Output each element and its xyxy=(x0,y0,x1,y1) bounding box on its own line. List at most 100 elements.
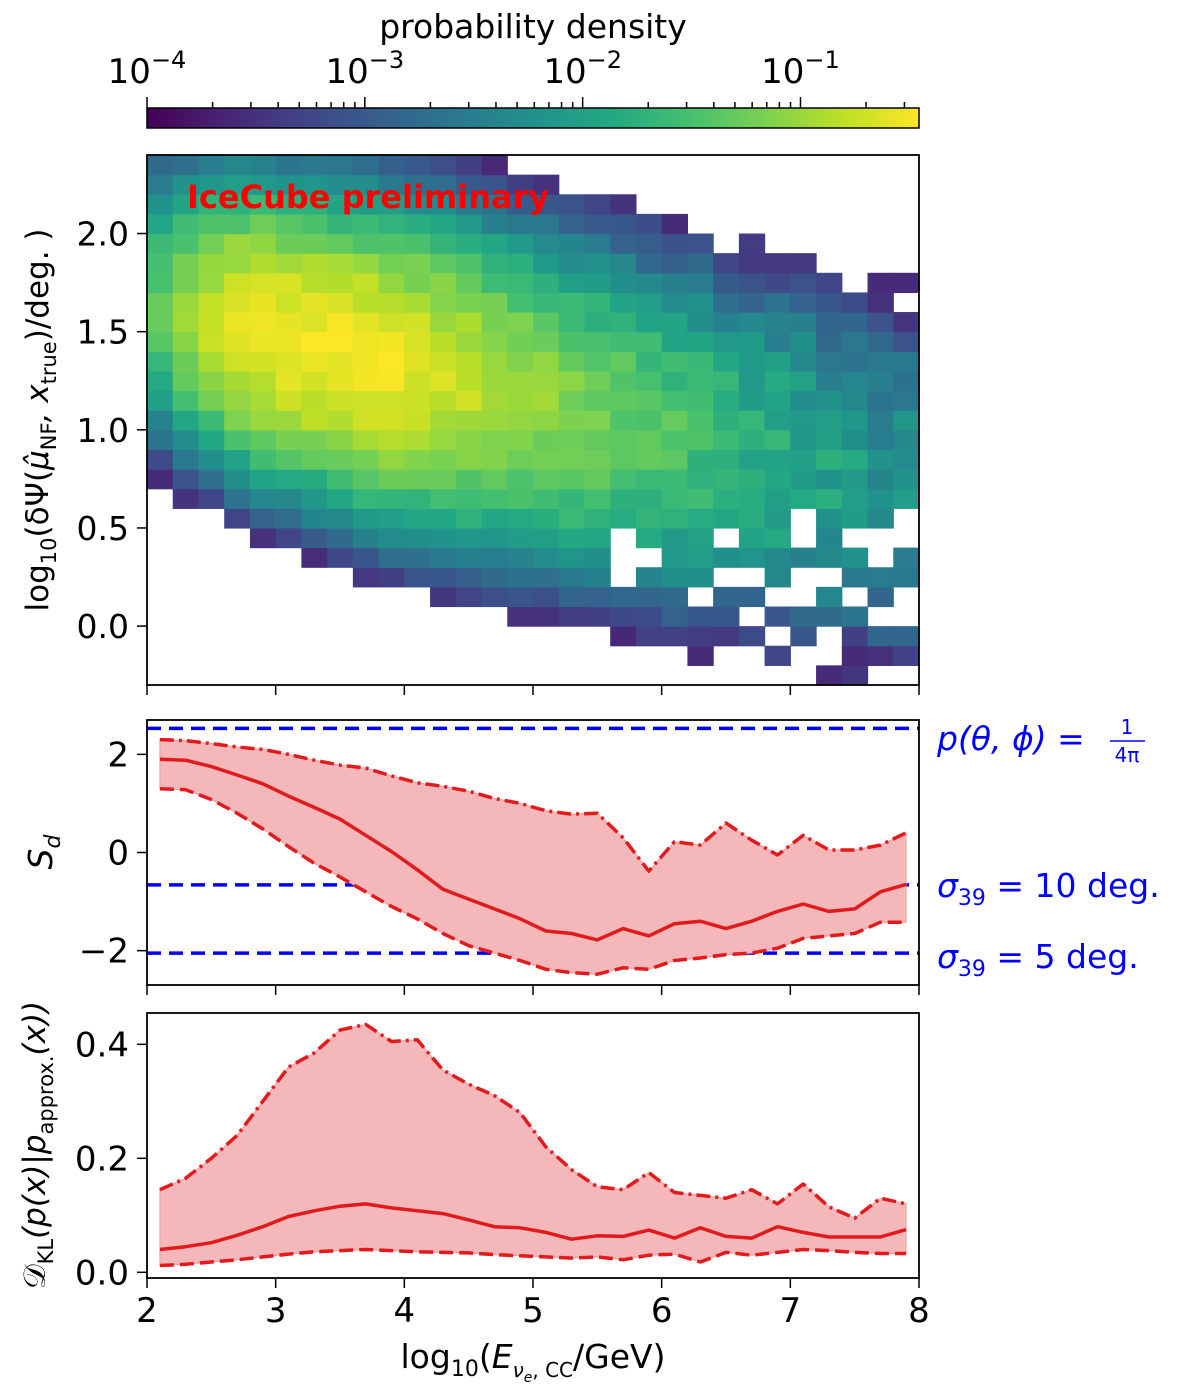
heatmap-cell xyxy=(764,429,791,451)
heatmap-cell xyxy=(867,351,894,372)
heatmap-cell xyxy=(893,449,920,470)
heatmap-cell xyxy=(738,331,766,352)
heatmap-cell xyxy=(558,213,586,235)
heatmap-cell xyxy=(867,567,894,588)
heatmap-cell xyxy=(533,606,560,627)
heatmap-cell xyxy=(507,586,534,608)
x-tick-label: 3 xyxy=(265,1291,287,1331)
heatmap-cell xyxy=(249,292,277,313)
heatmap-cell xyxy=(352,547,380,568)
heatmap-cell xyxy=(327,155,354,176)
heatmap-cell xyxy=(764,312,791,333)
heatmap-cell xyxy=(249,527,277,549)
heatmap-cell xyxy=(790,469,817,490)
heatmap-cell xyxy=(172,410,200,431)
heatmap-cell xyxy=(301,370,328,392)
heatmap-cell xyxy=(816,331,843,352)
heatmap-cell xyxy=(404,253,431,274)
heatmap-cell xyxy=(249,253,277,274)
heatmap-cell xyxy=(301,488,328,509)
heatmap-cell xyxy=(147,370,174,392)
heatmap-cell xyxy=(661,370,688,392)
heatmap-cell xyxy=(404,272,431,294)
heatmap-cell xyxy=(327,370,354,392)
heatmap-cell xyxy=(558,312,586,333)
heatmap-cell xyxy=(764,547,791,568)
heatmap-cell xyxy=(893,626,920,647)
heatmap-cell xyxy=(481,253,508,274)
heatmap-cell xyxy=(893,390,920,411)
heatmap-cell xyxy=(713,469,740,490)
heatmap-cell xyxy=(507,351,534,372)
y-tick-label: 0.0 xyxy=(75,1253,129,1293)
heatmap-cell xyxy=(481,390,508,411)
heatmap-cell xyxy=(661,410,688,431)
heatmap-cell xyxy=(893,410,920,431)
heatmap-cell xyxy=(404,449,431,470)
heatmap-cell xyxy=(430,586,457,608)
heatmap-cell xyxy=(610,253,637,274)
heatmap-cell xyxy=(198,488,225,509)
heatmap-cell xyxy=(558,469,586,490)
heatmap-cell xyxy=(738,370,766,392)
heatmap-cell xyxy=(430,213,457,235)
heatmap-cell xyxy=(224,351,251,372)
heatmap-cell xyxy=(249,272,277,294)
heatmap-cell xyxy=(635,586,663,608)
heatmap-cell xyxy=(481,508,508,529)
heatmap-cell xyxy=(352,272,380,294)
heatmap-cell xyxy=(301,390,328,411)
heatmap-cell xyxy=(378,312,405,333)
heatmap-cell xyxy=(455,527,483,549)
heatmap-cell xyxy=(352,174,380,195)
heatmap-cell xyxy=(301,312,328,333)
heatmap-cell xyxy=(301,527,328,549)
heatmap-cell xyxy=(507,292,534,313)
heatmap-cell xyxy=(327,312,354,333)
heatmap-cell xyxy=(327,233,354,254)
heatmap-cell xyxy=(738,429,766,451)
heatmap-cell xyxy=(301,253,328,274)
heatmap-cell xyxy=(455,567,483,588)
heatmap-cell xyxy=(430,253,457,274)
heatmap-cell xyxy=(841,370,869,392)
heatmap-cell xyxy=(224,488,251,509)
heatmap-cell xyxy=(455,331,483,352)
heatmap-cell xyxy=(301,351,328,372)
heatmap-cell xyxy=(147,429,174,451)
heatmap-cell xyxy=(327,331,354,352)
heatmap-cell xyxy=(172,449,200,470)
heatmap-cell xyxy=(147,253,174,274)
heatmap-cell xyxy=(558,292,586,313)
heatmap-cell xyxy=(430,233,457,254)
heatmap-cell xyxy=(738,488,766,509)
heatmap-cell xyxy=(172,488,200,509)
heatmap-cell xyxy=(404,174,431,195)
heatmap-cell xyxy=(790,370,817,392)
sd-x-ticks xyxy=(146,985,920,995)
heatmap-cell xyxy=(507,410,534,431)
heatmap-cell xyxy=(661,351,688,372)
kl-panel: 0.0 0.2 0.4 2 3 4 5 6 7 8 𝒟KL(p(x)|papprox.(x)) xyxy=(17,1001,930,1331)
x-tick-label: 6 xyxy=(651,1291,673,1331)
heatmap-cell xyxy=(172,331,200,352)
heatmap-cell xyxy=(378,488,405,509)
heatmap-cell xyxy=(224,213,251,235)
heatmap-cell xyxy=(558,351,586,372)
ref-label-sigma5: σ39 = 5 deg. xyxy=(937,937,1139,982)
heatmap-cell xyxy=(610,370,637,392)
heatmap-cell xyxy=(610,469,637,490)
heatmap-cell xyxy=(352,488,380,509)
heatmap-cell xyxy=(867,429,894,451)
series-line-dashdot xyxy=(159,737,907,873)
heatmap-cell xyxy=(404,351,431,372)
heatmap-cell xyxy=(533,370,560,392)
heatmap-cell xyxy=(352,567,380,588)
heatmap-cell xyxy=(481,586,508,608)
heatmap-cell xyxy=(404,312,431,333)
heatmap-cell xyxy=(738,351,766,372)
heatmap-cell xyxy=(867,645,894,666)
heatmap-cell xyxy=(841,547,869,568)
heatmap-cell xyxy=(481,370,508,392)
